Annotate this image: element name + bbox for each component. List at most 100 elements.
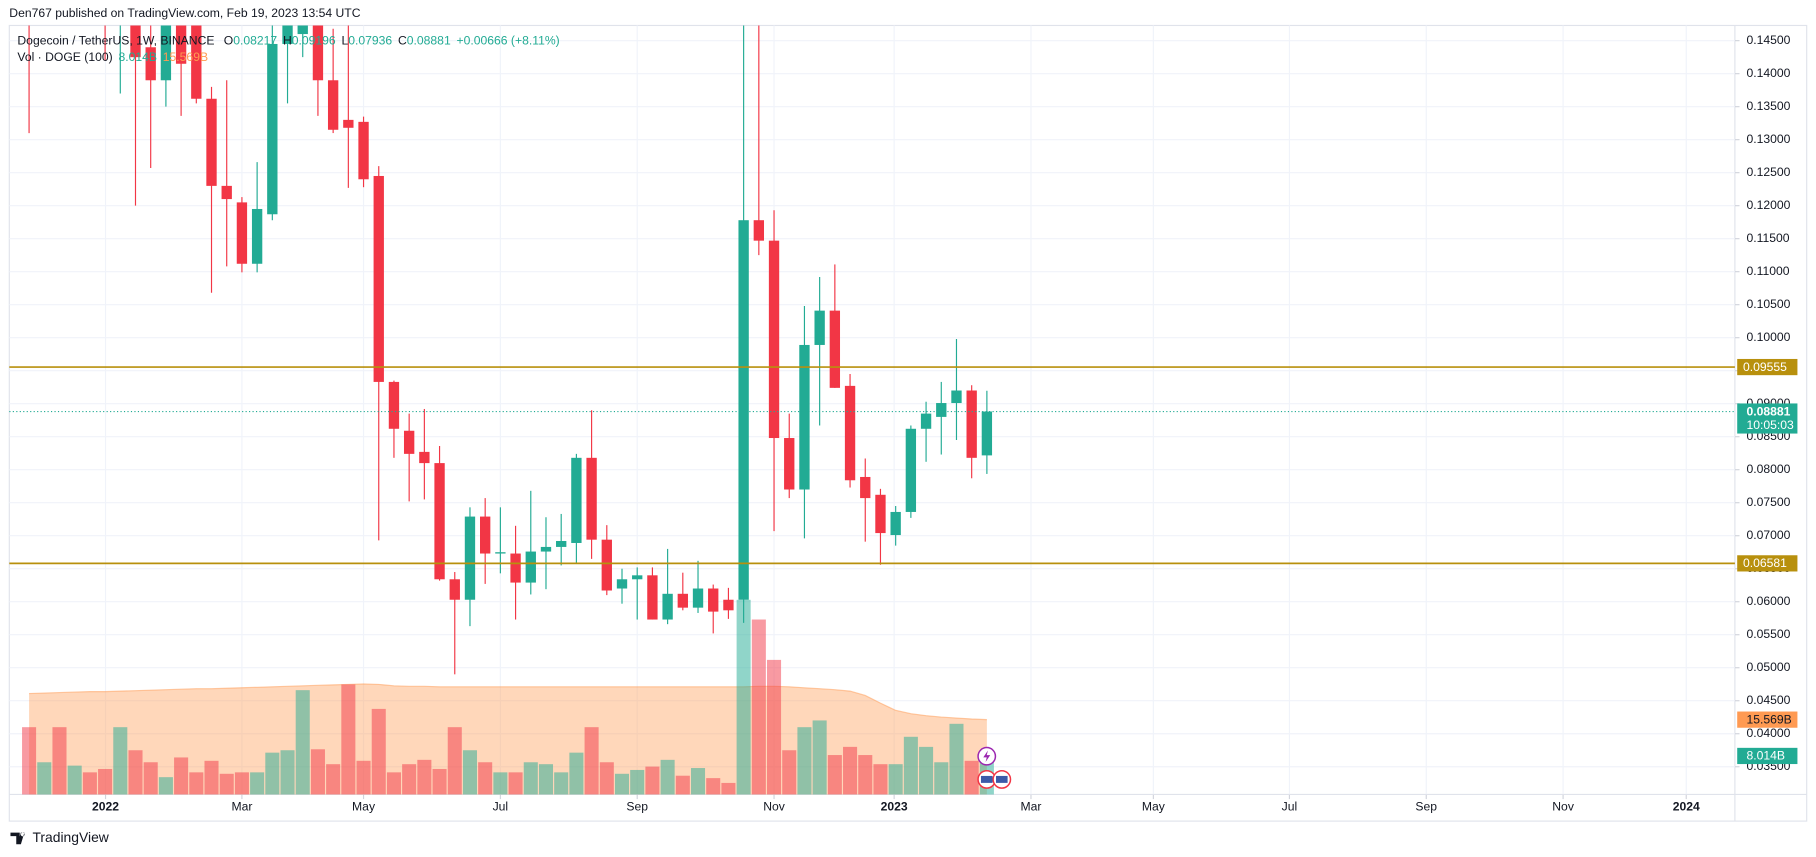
volume-bar <box>690 768 706 795</box>
candle-body <box>708 588 719 612</box>
publisher: Den767 published on TradingView.com, Feb… <box>9 6 360 20</box>
volume-bar <box>523 762 538 795</box>
candle-body <box>388 381 400 429</box>
level-label: 0.09555 <box>1743 360 1787 374</box>
candle-body <box>327 80 339 130</box>
candle-body <box>616 579 628 589</box>
volume-bar <box>630 769 645 795</box>
candle-body <box>632 575 643 580</box>
volume-bar <box>660 759 675 795</box>
volume-bar <box>67 765 82 795</box>
candle-body <box>449 579 460 600</box>
candle-body <box>768 240 780 439</box>
candle-body <box>495 552 506 554</box>
x-tick-label: May <box>1142 799 1166 813</box>
candle-body <box>601 539 612 591</box>
volume-bar <box>265 752 280 795</box>
y-tick-label: 0.13500 <box>1746 99 1790 113</box>
current-price-box <box>1737 403 1798 434</box>
volume-label: 8.014B <box>1746 749 1785 763</box>
candle-body <box>571 457 582 543</box>
candle-body <box>556 540 567 547</box>
candle-body <box>525 551 536 583</box>
volume-bar <box>113 727 128 795</box>
volume-bar <box>462 750 477 795</box>
volume-bar <box>736 599 751 795</box>
candle-body <box>662 593 673 620</box>
y-tick-label: 0.05500 <box>1746 627 1790 641</box>
volume-bar <box>554 772 569 795</box>
candle-body <box>677 593 688 608</box>
ohlc-value: 0.08881 <box>407 34 451 48</box>
volume-bar <box>37 762 52 795</box>
candle-body <box>905 428 917 512</box>
volume-bar <box>903 736 918 795</box>
candle-body <box>480 516 491 554</box>
x-tick-label: 2022 <box>92 799 119 813</box>
volume-bar <box>949 723 964 795</box>
y-tick-label: 0.10000 <box>1746 330 1790 344</box>
volume-ma-value: 15.569B <box>163 50 208 64</box>
volume-bar <box>538 764 554 795</box>
volume-bar <box>493 772 508 795</box>
volume-bar <box>584 727 599 795</box>
candle-body <box>981 411 993 456</box>
volume-bar <box>919 746 934 795</box>
candle-body <box>647 575 658 620</box>
y-tick-label: 0.12000 <box>1746 198 1790 212</box>
logo-mark <box>10 832 25 845</box>
x-tick-label: 2023 <box>881 799 908 813</box>
candles <box>28 25 993 675</box>
candle-body <box>540 546 552 552</box>
volume-bar <box>234 772 249 795</box>
candle-body <box>829 310 841 388</box>
volume-bar <box>964 760 979 795</box>
level-label-box <box>1737 555 1798 572</box>
volume-bar <box>174 757 189 795</box>
volume-bar <box>98 768 113 795</box>
volume-title: Vol · DOGE (100) <box>17 50 112 64</box>
y-tick-label: 0.11000 <box>1746 264 1789 278</box>
candle-body <box>799 344 810 490</box>
volume-bar <box>371 708 386 795</box>
volume-bar <box>569 752 584 795</box>
volume-bar <box>143 762 158 795</box>
candle-body <box>160 25 172 81</box>
volume-bar <box>827 755 842 795</box>
lightning-icon <box>983 750 991 763</box>
footer-logo <box>10 832 25 845</box>
y-tick-label: 0.04000 <box>1746 726 1790 740</box>
y-tick-label: 0.14500 <box>1746 33 1790 47</box>
x-tick-label: Mar <box>231 799 252 813</box>
volume-bar <box>341 684 356 795</box>
volume-bar <box>447 727 462 795</box>
candle-body <box>343 119 354 128</box>
volume-bar <box>326 764 341 795</box>
volume-bar <box>386 772 401 795</box>
candle-body <box>267 43 278 215</box>
ohlc-key: L <box>341 34 348 48</box>
volume-bar <box>158 777 173 795</box>
y-tick-label: 0.06000 <box>1746 594 1790 608</box>
y-tick-label: 0.08000 <box>1746 462 1790 476</box>
candle-body <box>738 220 749 600</box>
candle-body <box>312 25 324 81</box>
volume-bar <box>417 759 432 795</box>
x-tick-label: Sep <box>1415 799 1437 813</box>
volume-bar <box>858 755 873 795</box>
level-label: 0.06581 <box>1743 556 1787 570</box>
volume-bar <box>52 727 67 795</box>
volume-bar <box>219 773 234 795</box>
x-tick-label: May <box>352 799 376 813</box>
candle-body <box>282 25 293 44</box>
candle-body <box>586 457 597 540</box>
volume-box <box>1737 747 1798 765</box>
candle-body <box>890 511 901 536</box>
volume-bar <box>310 749 325 795</box>
flag-icon <box>980 775 993 783</box>
volume-bar <box>432 768 447 795</box>
y-tick-label: 0.10500 <box>1746 297 1790 311</box>
candle-body <box>814 310 825 345</box>
candle-body <box>236 202 248 264</box>
